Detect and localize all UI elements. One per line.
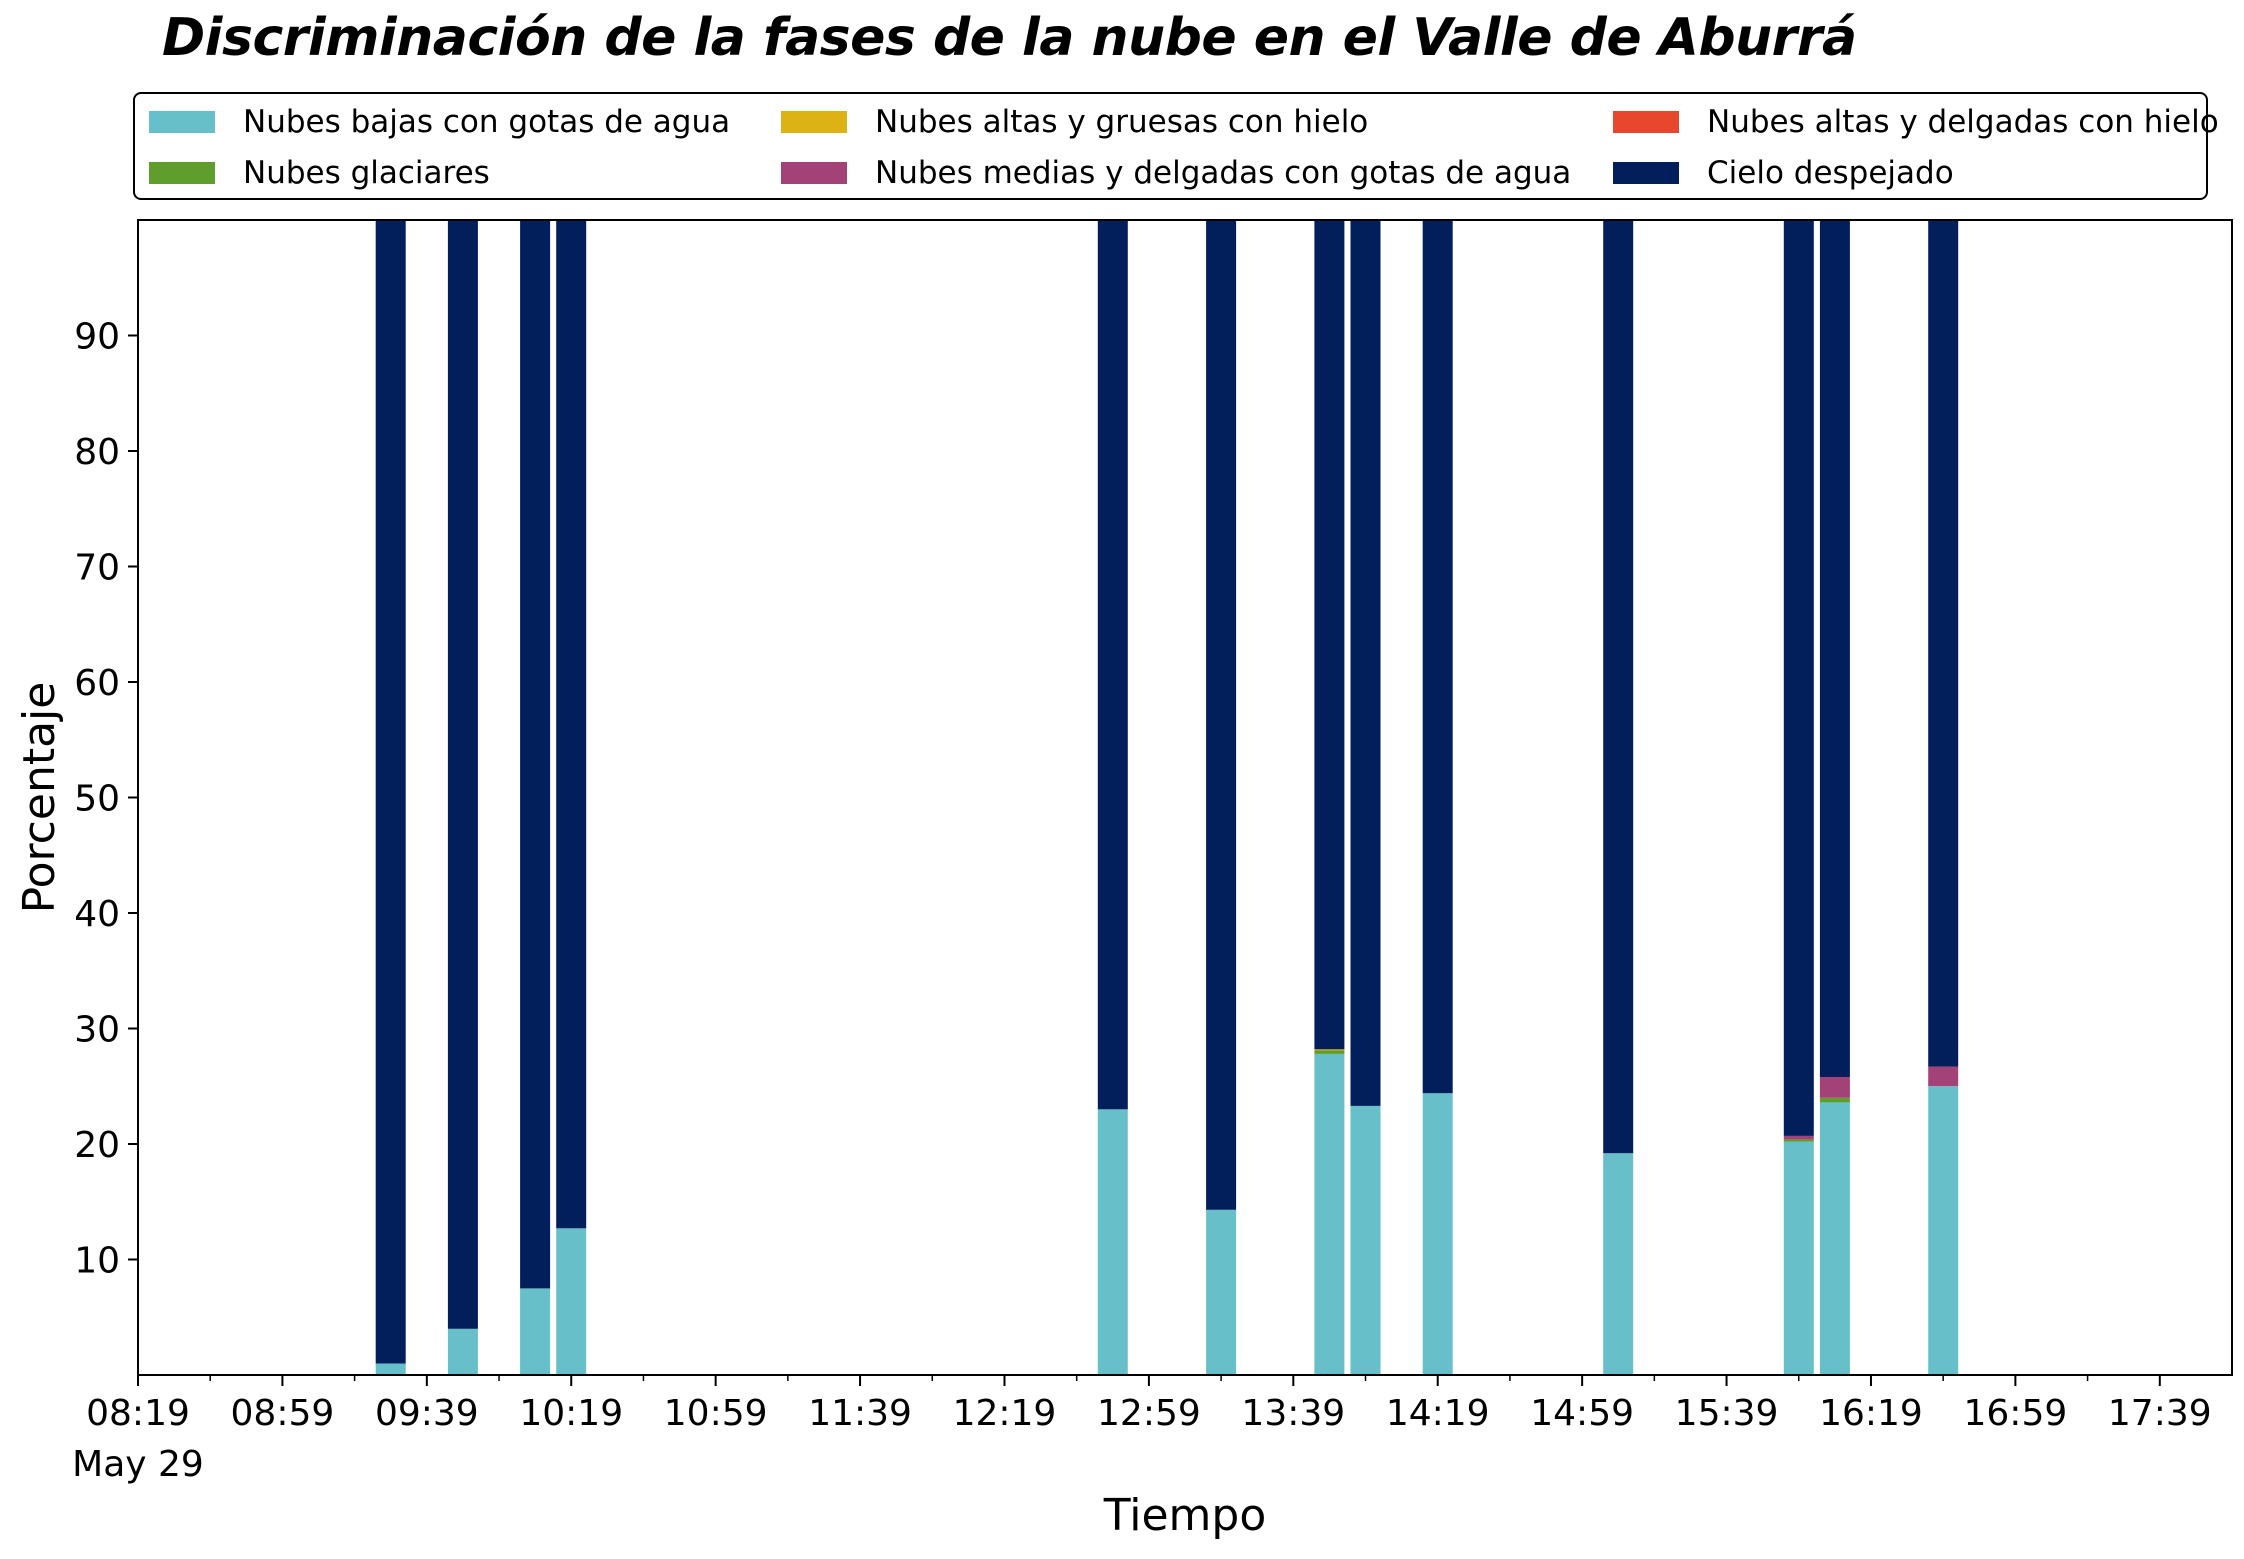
legend-item-nubes-medias-delgadas: Nubes medias y delgadas con gotas de agu… xyxy=(781,153,1571,193)
bar-segment xyxy=(1350,220,1381,1106)
x-tick-label: 10:59 xyxy=(664,1393,768,1434)
chart-title: Discriminación de la fases de la nube en… xyxy=(162,8,1857,68)
bar-segment xyxy=(1819,220,1850,1077)
x-tick-label: 14:19 xyxy=(1386,1393,1490,1434)
bar-segment xyxy=(1097,220,1128,1110)
x-tick-label: 10:19 xyxy=(519,1393,623,1434)
bar-segment xyxy=(1783,1141,1814,1375)
bar-segment xyxy=(1783,220,1814,1136)
bar-segment xyxy=(1928,1086,1959,1376)
bar-segment xyxy=(556,220,587,1229)
bar-segment xyxy=(1819,1102,1850,1375)
legend-swatch xyxy=(149,162,215,184)
legend-label: Nubes altas y gruesas con hielo xyxy=(875,104,1369,140)
bar-segment xyxy=(1206,1209,1237,1375)
bar-segment xyxy=(447,220,478,1329)
bar-segment xyxy=(1819,1097,1850,1103)
bar-segment xyxy=(1422,220,1453,1094)
y-tick-label: 50 xyxy=(74,779,120,820)
bar-segment xyxy=(1206,220,1237,1210)
bar-segment xyxy=(1928,1066,1959,1087)
bar-segment xyxy=(1819,1077,1850,1098)
x-tick-label: 16:59 xyxy=(1964,1393,2068,1434)
x-tick-label: 12:59 xyxy=(1097,1393,1201,1434)
y-tick-label: 90 xyxy=(74,317,120,358)
legend: Nubes bajas con gotas de agua Nubes glac… xyxy=(133,92,2219,200)
bar-segment xyxy=(1928,220,1959,1067)
bar-segment xyxy=(556,1228,587,1375)
bar-segment xyxy=(520,220,551,1289)
y-tick-label: 70 xyxy=(74,548,120,589)
legend-item-nubes-glaciares: Nubes glaciares xyxy=(149,153,490,193)
bar-segment xyxy=(520,1288,551,1375)
legend-swatch xyxy=(1613,162,1679,184)
bar-segment xyxy=(1314,1050,1345,1054)
x-tick-label: 16:19 xyxy=(1819,1393,1923,1434)
y-tick-label: 30 xyxy=(74,1010,120,1051)
bar-segment xyxy=(1350,1105,1381,1375)
x-axis-label: Tiempo xyxy=(1103,1490,1267,1541)
legend-item-nubes-altas-gruesas: Nubes altas y gruesas con hielo xyxy=(781,102,1368,142)
x-date-label: May 29 xyxy=(72,1444,204,1485)
legend-item-cielo-despejado: Cielo despejado xyxy=(1613,153,1954,193)
y-tick-label: 10 xyxy=(74,1241,120,1282)
x-tick-label: 14:59 xyxy=(1530,1393,1634,1434)
bar-segment xyxy=(1783,1139,1814,1142)
x-tick-label: 12:19 xyxy=(953,1393,1057,1434)
y-axis-label: Porcentaje xyxy=(14,682,65,914)
x-tick-label: 11:39 xyxy=(808,1393,912,1434)
y-tick-label: 40 xyxy=(74,894,120,935)
legend-swatch xyxy=(1613,111,1679,133)
bar-segment xyxy=(447,1328,478,1375)
legend-swatch xyxy=(781,111,847,133)
x-tick-label: 13:39 xyxy=(1241,1393,1345,1434)
bar-segment xyxy=(375,220,406,1364)
legend-item-nubes-altas-delgadas: Nubes altas y delgadas con hielo xyxy=(1613,102,2219,142)
legend-swatch xyxy=(781,162,847,184)
x-tick-label: 09:39 xyxy=(375,1393,479,1434)
x-tick-label: 15:39 xyxy=(1675,1393,1779,1434)
y-tick-label: 60 xyxy=(74,663,120,704)
bar-segment xyxy=(1603,220,1634,1154)
legend-label: Nubes glaciares xyxy=(243,155,490,191)
legend-swatch xyxy=(149,111,215,133)
bar-segment xyxy=(1314,1049,1345,1051)
x-tick-label: 17:39 xyxy=(2108,1393,2212,1434)
x-tick-label: 08:59 xyxy=(231,1393,335,1434)
y-tick-label: 80 xyxy=(74,432,120,473)
bar-segment xyxy=(1314,220,1345,1050)
bar-segment xyxy=(1097,1109,1128,1375)
legend-label: Nubes altas y delgadas con hielo xyxy=(1707,104,2219,140)
bar-segment xyxy=(1783,1135,1814,1140)
legend-label: Nubes medias y delgadas con gotas de agu… xyxy=(875,155,1572,191)
legend-label: Cielo despejado xyxy=(1707,155,1954,191)
y-tick-label: 20 xyxy=(74,1125,120,1166)
bar-segment xyxy=(1422,1093,1453,1375)
bar-segment xyxy=(375,1363,406,1375)
bar-segment xyxy=(1603,1153,1634,1375)
legend-item-nubes-bajas: Nubes bajas con gotas de agua xyxy=(149,102,730,142)
bar-segment xyxy=(1314,1053,1345,1375)
x-tick-label: 08:19 xyxy=(86,1393,190,1434)
legend-label: Nubes bajas con gotas de agua xyxy=(243,104,731,140)
